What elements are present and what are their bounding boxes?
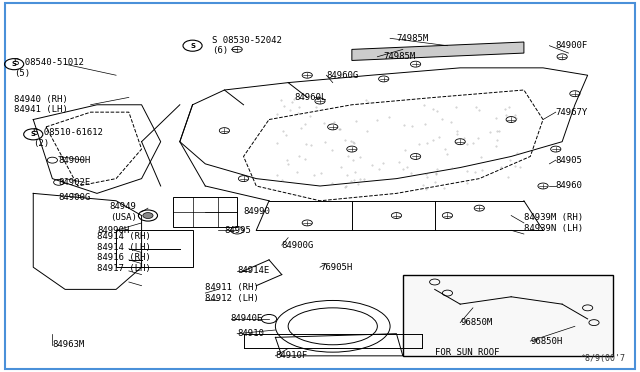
Text: 84960: 84960 [556,182,582,190]
Text: 84911 (RH)
84912 (LH): 84911 (RH) 84912 (LH) [205,283,259,303]
Polygon shape [352,42,524,61]
Text: S: S [31,131,36,137]
Text: S 08510-61612
(2): S 08510-61612 (2) [33,128,103,148]
Text: 84949
(USA): 84949 (USA) [109,202,136,222]
Text: 84914E: 84914E [237,266,269,275]
Text: 76905H: 76905H [320,263,352,272]
Text: 96850H: 96850H [531,337,563,346]
Text: 84995: 84995 [225,226,252,235]
Text: 84914 (RH)
84914 (LH)
84916 (RH)
84917 (LH): 84914 (RH) 84914 (LH) 84916 (RH) 84917 (… [97,232,151,273]
Text: 74985M: 74985M [384,52,416,61]
Text: FOR SUN ROOF: FOR SUN ROOF [435,348,499,357]
Text: 84963M: 84963M [52,340,84,349]
Text: 84900H: 84900H [59,155,91,165]
Bar [403,275,613,356]
Text: 84905: 84905 [556,155,582,165]
Text: 84900G: 84900G [282,241,314,250]
Text: S 08540-51012
(5): S 08540-51012 (5) [14,58,84,77]
Text: 84910F: 84910F [275,351,308,360]
Text: 84940E: 84940E [231,314,263,323]
Text: 96850M: 96850M [460,318,492,327]
Bar [173,197,237,227]
Text: 74985M: 74985M [396,34,429,43]
Text: 84910: 84910 [237,329,264,338]
Text: S 08530-52042
(6): S 08530-52042 (6) [212,36,282,55]
Text: 84902E: 84902E [59,178,91,187]
Bar [116,230,193,267]
Circle shape [143,212,153,218]
Text: 84990: 84990 [244,207,271,217]
Text: 84960G: 84960G [326,71,358,80]
Text: 84990H: 84990H [97,226,129,235]
Text: 84939M (RH)
84939N (LH): 84939M (RH) 84939N (LH) [524,213,583,232]
Text: S: S [12,61,17,67]
Text: ^8/9(00'7: ^8/9(00'7 [581,354,626,363]
Text: 84900G: 84900G [59,193,91,202]
Text: 74967Y: 74967Y [556,108,588,117]
Text: 84960L: 84960L [294,93,327,102]
Text: S: S [190,43,195,49]
Text: 84940 (RH)
84941 (LH): 84940 (RH) 84941 (LH) [14,95,68,115]
Text: 84900F: 84900F [556,41,588,50]
